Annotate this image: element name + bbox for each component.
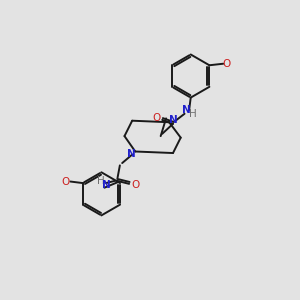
Text: H: H [97,176,104,186]
Text: H: H [189,109,197,119]
Text: N: N [127,149,136,159]
Text: O: O [222,59,230,69]
Text: O: O [61,176,69,187]
Text: O: O [152,113,160,123]
Text: O: O [131,180,140,190]
Text: N: N [169,115,177,125]
Text: N: N [182,105,191,115]
Text: N: N [102,180,111,190]
